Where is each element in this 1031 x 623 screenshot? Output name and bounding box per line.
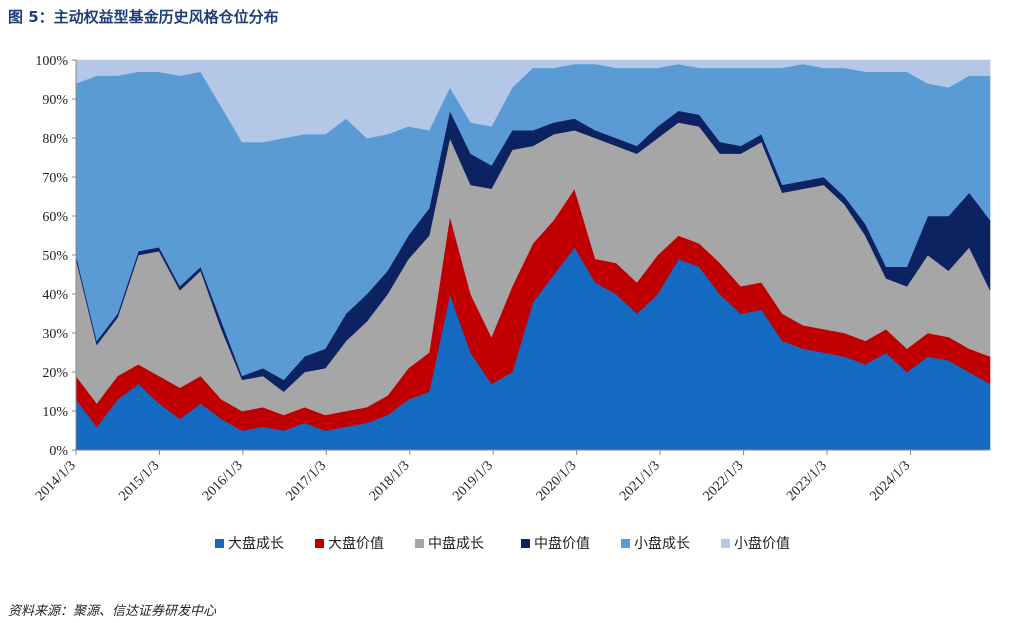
y-tick-label: 100% xyxy=(35,54,68,69)
legend-label-1: 大盘价值 xyxy=(328,535,384,552)
y-tick-label: 90% xyxy=(42,93,68,108)
legend-swatch-4 xyxy=(621,539,630,548)
y-tick-label: 20% xyxy=(42,366,68,381)
area-layer xyxy=(75,59,991,451)
legend: 大盘成长 大盘价值 中盘成长 中盘价值 小盘成长 小盘价值 xyxy=(215,535,790,552)
x-tick-label: 2015/1/3 xyxy=(116,458,162,504)
x-tick-label: 2024/1/3 xyxy=(868,458,914,504)
legend-swatch-1 xyxy=(315,539,324,548)
y-tick-label: 30% xyxy=(42,327,68,342)
source-note: 资料来源：聚源、信达证券研发中心 xyxy=(8,604,217,619)
x-tick-label: 2022/1/3 xyxy=(701,458,747,504)
x-tick-label: 2020/1/3 xyxy=(534,458,580,504)
x-tick-label: 2021/1/3 xyxy=(617,458,663,504)
y-tick-label: 40% xyxy=(42,288,68,303)
y-tick-label: 10% xyxy=(42,405,68,420)
legend-swatch-0 xyxy=(215,539,224,548)
legend-swatch-2 xyxy=(415,539,424,548)
x-tick-label: 2017/1/3 xyxy=(283,458,329,504)
x-tick-label: 2014/1/3 xyxy=(33,458,79,504)
y-tick-label: 70% xyxy=(42,171,68,186)
legend-label-0: 大盘成长 xyxy=(228,535,284,552)
x-tick-label: 2018/1/3 xyxy=(367,458,413,504)
x-tick-label: 2023/1/3 xyxy=(784,458,830,504)
x-tick-label: 2019/1/3 xyxy=(450,458,496,504)
legend-label-3: 中盘价值 xyxy=(534,535,590,552)
y-tick-label: 0% xyxy=(49,444,68,459)
y-tick-label: 60% xyxy=(42,210,68,225)
legend-label-4: 小盘成长 xyxy=(634,535,690,552)
legend-swatch-5 xyxy=(721,539,730,548)
area-series-5 xyxy=(75,59,991,143)
figure-title: 图 5：主动权益型基金历史风格仓位分布 xyxy=(8,8,279,26)
y-tick-label: 50% xyxy=(42,249,68,264)
legend-swatch-3 xyxy=(521,539,530,548)
x-tick-label: 2016/1/3 xyxy=(200,458,246,504)
y-tick-label: 80% xyxy=(42,132,68,147)
legend-label-5: 小盘价值 xyxy=(734,535,790,552)
legend-label-2: 中盘成长 xyxy=(428,535,484,552)
